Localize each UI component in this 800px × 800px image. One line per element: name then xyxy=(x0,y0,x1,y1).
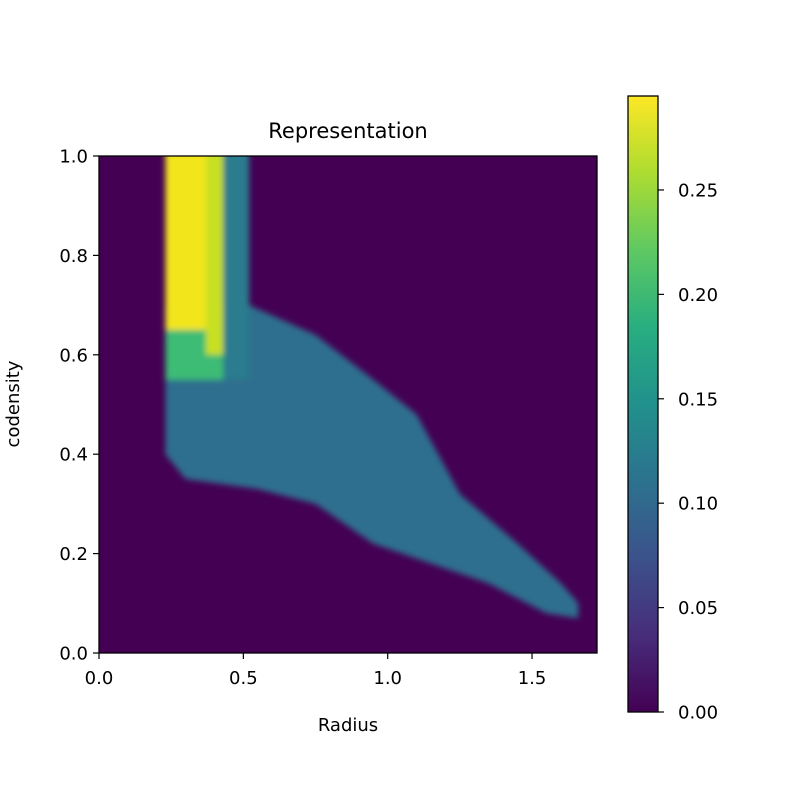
colorbar-ticks: 0.00 0.05 0.10 0.15 0.20 0.25 xyxy=(658,180,718,724)
colorbar-tick-label: 0.25 xyxy=(678,180,718,201)
x-tick-label: 1.5 xyxy=(518,668,547,689)
heatmap-plot-area xyxy=(98,155,598,654)
y-tick-label: 1.0 xyxy=(59,147,88,168)
x-axis-label: Radius xyxy=(318,715,378,736)
x-tick-label: 1.0 xyxy=(373,668,402,689)
colorbar-tick-label: 0.20 xyxy=(678,285,718,306)
y-tick-label: 0.2 xyxy=(59,544,88,565)
colorbar-tick-label: 0.05 xyxy=(678,598,718,619)
plot-frame xyxy=(98,155,598,654)
colorbar-tick-label: 0.10 xyxy=(678,494,718,515)
chart-title: Representation xyxy=(268,119,428,143)
y-tick-label: 0.0 xyxy=(59,644,88,665)
y-axis-label: codensity xyxy=(3,360,24,447)
colorbar-tick-label: 0.00 xyxy=(678,703,718,724)
x-axis: 0.0 0.5 1.0 1.5 xyxy=(85,653,547,689)
y-axis: 0.0 0.2 0.4 0.6 0.8 1.0 xyxy=(59,147,99,665)
x-tick-label: 0.0 xyxy=(85,668,114,689)
heatmap-column-bright xyxy=(165,156,212,330)
heatmap-cells xyxy=(165,156,579,619)
x-tick-label: 0.5 xyxy=(229,668,258,689)
heatmap-band xyxy=(165,305,579,619)
y-tick-label: 0.6 xyxy=(59,345,88,366)
y-tick-label: 0.8 xyxy=(59,246,88,267)
colorbar-tick-label: 0.15 xyxy=(678,389,718,410)
heatmap-column-upper-right xyxy=(223,156,250,380)
y-tick-label: 0.4 xyxy=(59,445,88,466)
heatmap-column-mid xyxy=(205,156,224,355)
colorbar-bar xyxy=(627,95,659,713)
colorbar: 0.00 0.05 0.10 0.15 0.20 0.25 xyxy=(627,95,718,724)
